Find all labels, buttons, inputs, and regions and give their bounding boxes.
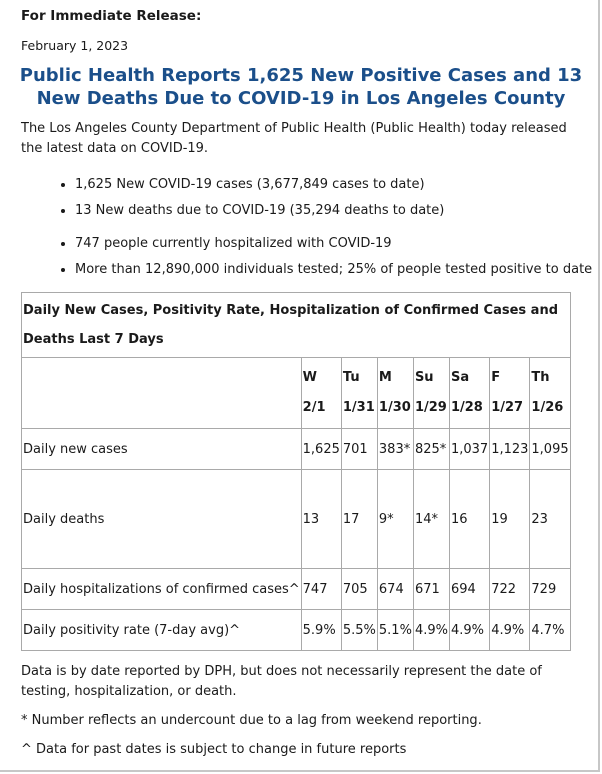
table-cell: 1,037 bbox=[448, 428, 491, 470]
key-facts-list: 1,625 New COVID-19 cases (3,677,849 case… bbox=[0, 172, 595, 283]
table-cell: 4.9% bbox=[489, 609, 531, 651]
table-row: Daily new cases 1,625 701 383* 825* 1,03… bbox=[21, 428, 571, 470]
table-cell: 1,625 bbox=[300, 428, 342, 470]
table-cell: 722 bbox=[489, 568, 531, 610]
table-cell: 5.9% bbox=[300, 609, 342, 651]
table-cell: 694 bbox=[448, 568, 491, 610]
table-cell: 13 bbox=[300, 469, 342, 569]
day-header: Th 1/26 bbox=[529, 357, 571, 429]
row-label: Daily deaths bbox=[21, 469, 302, 569]
day-header: W 2/1 bbox=[300, 357, 342, 429]
row-label: Daily positivity rate (7-day avg)^ bbox=[21, 609, 302, 651]
table-cell: 674 bbox=[376, 568, 414, 610]
table-cell: 383* bbox=[376, 428, 414, 470]
table-header-blank bbox=[21, 357, 302, 429]
data-note: Data is by date reported by DPH, but doe… bbox=[21, 664, 542, 699]
table-header-row: W 2/1 Tu 1/31 M 1/30 Su 1/29 Sa 1/28 F 1/27 Th… bbox=[21, 357, 571, 429]
table-cell: 671 bbox=[412, 568, 450, 610]
table-cell: 23 bbox=[529, 469, 571, 569]
table-row: Daily hospitalizations of confirmed case… bbox=[21, 568, 571, 610]
table-cell: 747 bbox=[300, 568, 342, 610]
seven-day-table: Daily New Cases, Positivity Rate, Hospit… bbox=[21, 292, 571, 651]
table-row: Daily positivity rate (7-day avg)^ 5.9% … bbox=[21, 609, 571, 651]
intro-paragraph: The Los Angeles County Department of Pub… bbox=[21, 121, 567, 156]
day-header: Su 1/29 bbox=[412, 357, 450, 429]
table-cell: 4.9% bbox=[448, 609, 491, 651]
table-cell: 5.5% bbox=[340, 609, 378, 651]
fact-new-deaths: 13 New deaths due to COVID-19 (35,294 de… bbox=[75, 198, 595, 224]
day-header: M 1/30 bbox=[376, 357, 414, 429]
day-header: F 1/27 bbox=[489, 357, 531, 429]
day-header: Sa 1/28 bbox=[448, 357, 491, 429]
fact-hospitalized: 747 people currently hospitalized with C… bbox=[75, 231, 595, 257]
table-cell: 701 bbox=[340, 428, 378, 470]
day-header: Tu 1/31 bbox=[340, 357, 378, 429]
undercount-note: * Number reflects an undercount due to a… bbox=[21, 713, 482, 728]
fact-tested: More than 12,890,000 individuals tested;… bbox=[75, 257, 595, 283]
table-cell: 19 bbox=[489, 469, 531, 569]
table-cell: 5.1% bbox=[376, 609, 414, 651]
table-cell: 14* bbox=[412, 469, 450, 569]
release-date: February 1, 2023 bbox=[21, 38, 129, 53]
table-title: Daily New Cases, Positivity Rate, Hospit… bbox=[21, 292, 571, 358]
fact-new-cases: 1,625 New COVID-19 cases (3,677,849 case… bbox=[75, 172, 595, 198]
table-cell: 1,095 bbox=[529, 428, 571, 470]
table-cell: 729 bbox=[529, 568, 571, 610]
table-cell: 1,123 bbox=[489, 428, 531, 470]
table-cell: 17 bbox=[340, 469, 378, 569]
release-label: For Immediate Release: bbox=[21, 8, 202, 24]
row-label: Daily hospitalizations of confirmed case… bbox=[21, 568, 302, 610]
headline: Public Health Reports 1,625 New Positive… bbox=[19, 65, 583, 109]
table-cell: 825* bbox=[412, 428, 450, 470]
past-dates-note: ^ Data for past dates is subject to chan… bbox=[21, 742, 407, 757]
table-cell: 16 bbox=[448, 469, 491, 569]
table-cell: 4.9% bbox=[412, 609, 450, 651]
table-cell: 4.7% bbox=[529, 609, 571, 651]
table-row: Daily deaths 13 17 9* 14* 16 19 23 bbox=[21, 469, 571, 569]
table-cell: 9* bbox=[376, 469, 414, 569]
row-label: Daily new cases bbox=[21, 428, 302, 470]
table-cell: 705 bbox=[340, 568, 378, 610]
